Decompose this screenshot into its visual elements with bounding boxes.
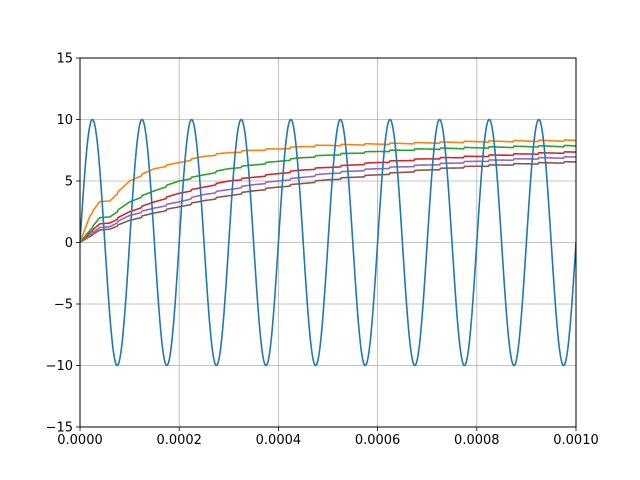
y-tick-label: 10: [56, 113, 73, 128]
y-tick-label: −5: [54, 298, 73, 313]
x-tick-label: 0.0004: [256, 433, 302, 448]
series-line-4: [80, 155, 576, 244]
y-tick-label: −10: [46, 359, 73, 374]
series-line-3: [80, 151, 576, 244]
y-tick-label: 5: [65, 175, 73, 190]
x-tick-label: 0.0008: [454, 433, 500, 448]
x-tick-label: 0.0002: [156, 433, 202, 448]
x-tick-label: 0.0006: [355, 433, 401, 448]
axis-ticks: 0.0000 0.0002 0.0004 0.0006 0.0008 0.0010 −15 −…: [46, 52, 599, 449]
series-line-2: [80, 144, 576, 244]
x-tick-label: 0.0000: [57, 433, 103, 448]
series-lines: [80, 118, 576, 367]
sine-series-line: [80, 118, 576, 367]
x-tick-label: 0.0010: [553, 433, 599, 448]
series-line-5: [80, 160, 576, 244]
y-tick-label: 15: [56, 52, 73, 67]
y-tick-label: −15: [46, 421, 73, 436]
y-tick-label: 0: [65, 236, 73, 251]
